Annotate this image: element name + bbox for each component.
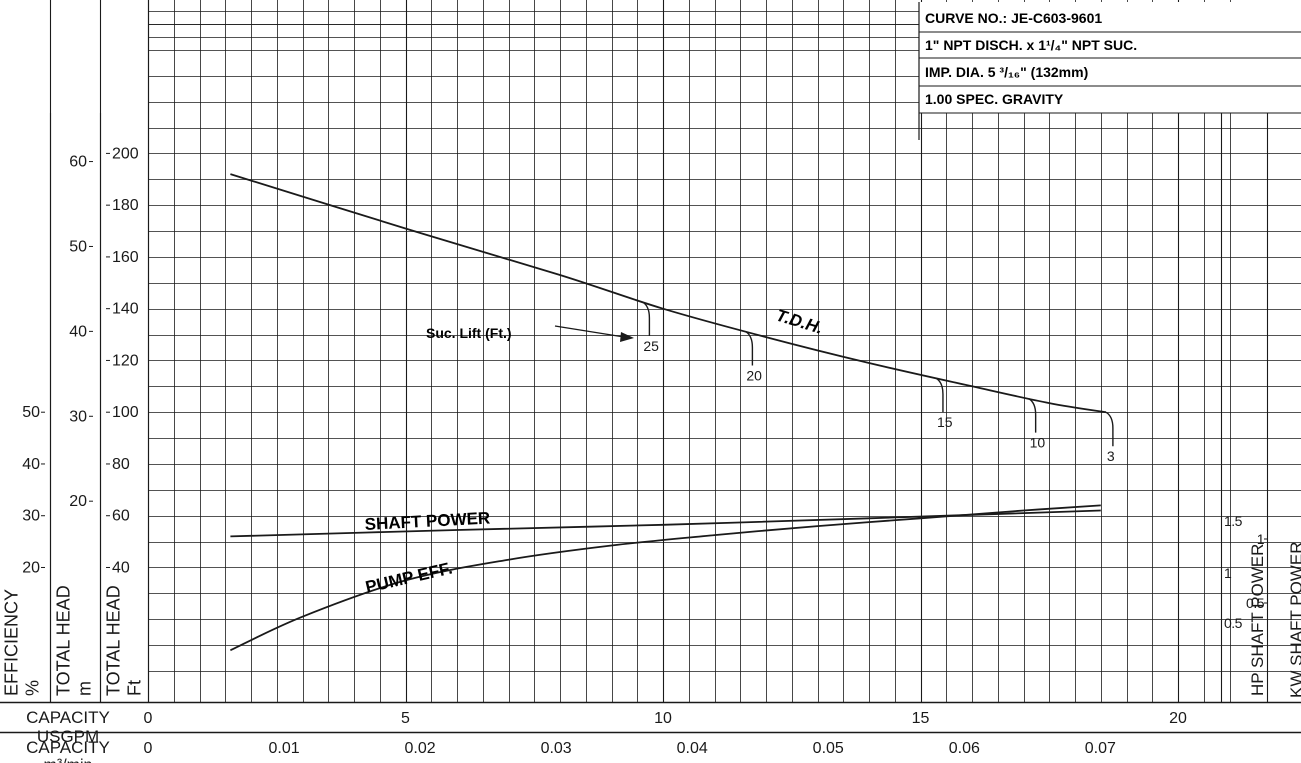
- x-tick-m3min: 0.01: [268, 740, 299, 757]
- x-tick-m3min: 0.03: [541, 740, 572, 757]
- suction-lift-value: 15: [937, 414, 953, 430]
- head-m-axis-label: TOTAL HEAD: [54, 585, 74, 696]
- x-tick-m3min: 0.04: [677, 740, 708, 757]
- y-tick-efficiency: 40: [22, 456, 40, 473]
- y-tick-ft: 160: [112, 249, 139, 266]
- y-tick-hp: 0.5: [1224, 615, 1243, 631]
- x-tick-usgpm: 0: [144, 710, 153, 727]
- suction-lift-label: Suc. Lift (Ft.): [426, 325, 512, 341]
- suction-lift-tick: [1028, 398, 1037, 433]
- x-axis-label-m3min: CAPACITY: [26, 738, 110, 757]
- y-tick-ft: 140: [112, 301, 139, 318]
- suction-lift-value: 25: [643, 338, 659, 354]
- head-m-axis-label: m: [75, 681, 95, 696]
- curve-info-box: CURVE NO.: JE-C603-9601 1" NPT DISCH. x …: [918, 2, 1301, 140]
- head-ft-axis-label: Ft: [125, 680, 145, 696]
- arrow-head-icon: [620, 332, 634, 342]
- y-tick-ft: 180: [112, 197, 139, 214]
- grid: [147, 0, 1301, 702]
- x-tick-m3min: 0.02: [405, 740, 436, 757]
- head-ft-axis-label: TOTAL HEAD: [104, 585, 124, 696]
- connection-size: 1" NPT DISCH. x 1¹/₄" NPT SUC.: [925, 37, 1137, 53]
- suction-lift-arrow: [554, 325, 625, 338]
- tdh-label: T.D.H.: [774, 306, 825, 338]
- y-tick-ft: 120: [112, 352, 139, 369]
- x-axis-label-usgpm: CAPACITY: [26, 708, 110, 727]
- efficiency-axis-label: %: [23, 680, 43, 696]
- x-tick-usgpm: 15: [912, 710, 930, 727]
- pump-efficiency-curve: [230, 504, 1101, 652]
- y-tick-m: 20: [69, 493, 87, 510]
- y-tick-ft: 40: [112, 559, 130, 576]
- x-tick-usgpm: 10: [654, 710, 672, 727]
- suction-lift-value: 3: [1107, 448, 1115, 464]
- x-tick-m3min: 0.07: [1085, 740, 1116, 757]
- y-tick-efficiency: 30: [22, 508, 40, 525]
- hp-shaft-power-axis-label: HP SHAFT POWER: [1248, 544, 1267, 696]
- series: [230, 173, 1107, 652]
- y-tick-m: 30: [69, 408, 87, 425]
- y-tick-hp: 1.5: [1224, 513, 1243, 529]
- suction-lift-tick: [642, 301, 651, 336]
- x-tick-usgpm: 5: [401, 710, 410, 727]
- y-tick-m: 60: [69, 154, 87, 171]
- suction-lift-callout: Suc. Lift (Ft.): [426, 325, 634, 342]
- y-tick-ft: 200: [112, 145, 139, 162]
- y-tick-hp: 1: [1224, 565, 1232, 581]
- kw-shaft-power-axis-label: KW SHAFT POWER: [1287, 542, 1301, 698]
- suction-lift-value: 20: [746, 367, 762, 383]
- curve-number: CURVE NO.: JE-C603-9601: [925, 10, 1102, 26]
- x-tick-usgpm: 20: [1169, 710, 1187, 727]
- tdh-curve: [230, 173, 1107, 414]
- axes: 4060801001201401601802002030405060203040…: [2, 0, 1301, 702]
- x-axis-label-m3min: m³/min: [44, 757, 93, 763]
- x-tick-m3min: 0.06: [949, 740, 980, 757]
- suction-lift-value: 10: [1030, 435, 1046, 451]
- suction-lift-tick: [1105, 411, 1114, 447]
- pump-eff-label: PUMP EFF.: [364, 558, 454, 596]
- y-tick-efficiency: 20: [22, 559, 40, 576]
- specific-gravity: 1.00 SPEC. GRAVITY: [925, 91, 1064, 107]
- impeller-diameter: IMP. DIA. 5 ³/₁₆" (132mm): [925, 64, 1088, 80]
- efficiency-axis-label: EFFICIENCY: [2, 589, 22, 696]
- y-tick-kw: 1: [1257, 531, 1265, 547]
- y-tick-kw: 0.5: [1246, 595, 1265, 611]
- y-tick-ft: 80: [112, 456, 130, 473]
- y-tick-ft: 100: [112, 404, 139, 421]
- y-tick-m: 40: [69, 323, 87, 340]
- x-tick-m3min: 0: [144, 740, 153, 757]
- x-axis-label-usgpm: USGPM: [37, 727, 99, 746]
- capacity-axes: CAPACITYUSGPM05101520CAPACITYm³/min00.01…: [0, 701, 1301, 763]
- y-tick-m: 50: [69, 238, 87, 255]
- suction-lift-marks: 25 20 15 10 3: [642, 301, 1115, 464]
- suction-lift-tick: [745, 330, 754, 366]
- y-tick-ft: 60: [112, 508, 130, 525]
- y-tick-efficiency: 50: [22, 404, 40, 421]
- suction-lift-tick: [935, 377, 944, 413]
- x-tick-m3min: 0.05: [813, 740, 844, 757]
